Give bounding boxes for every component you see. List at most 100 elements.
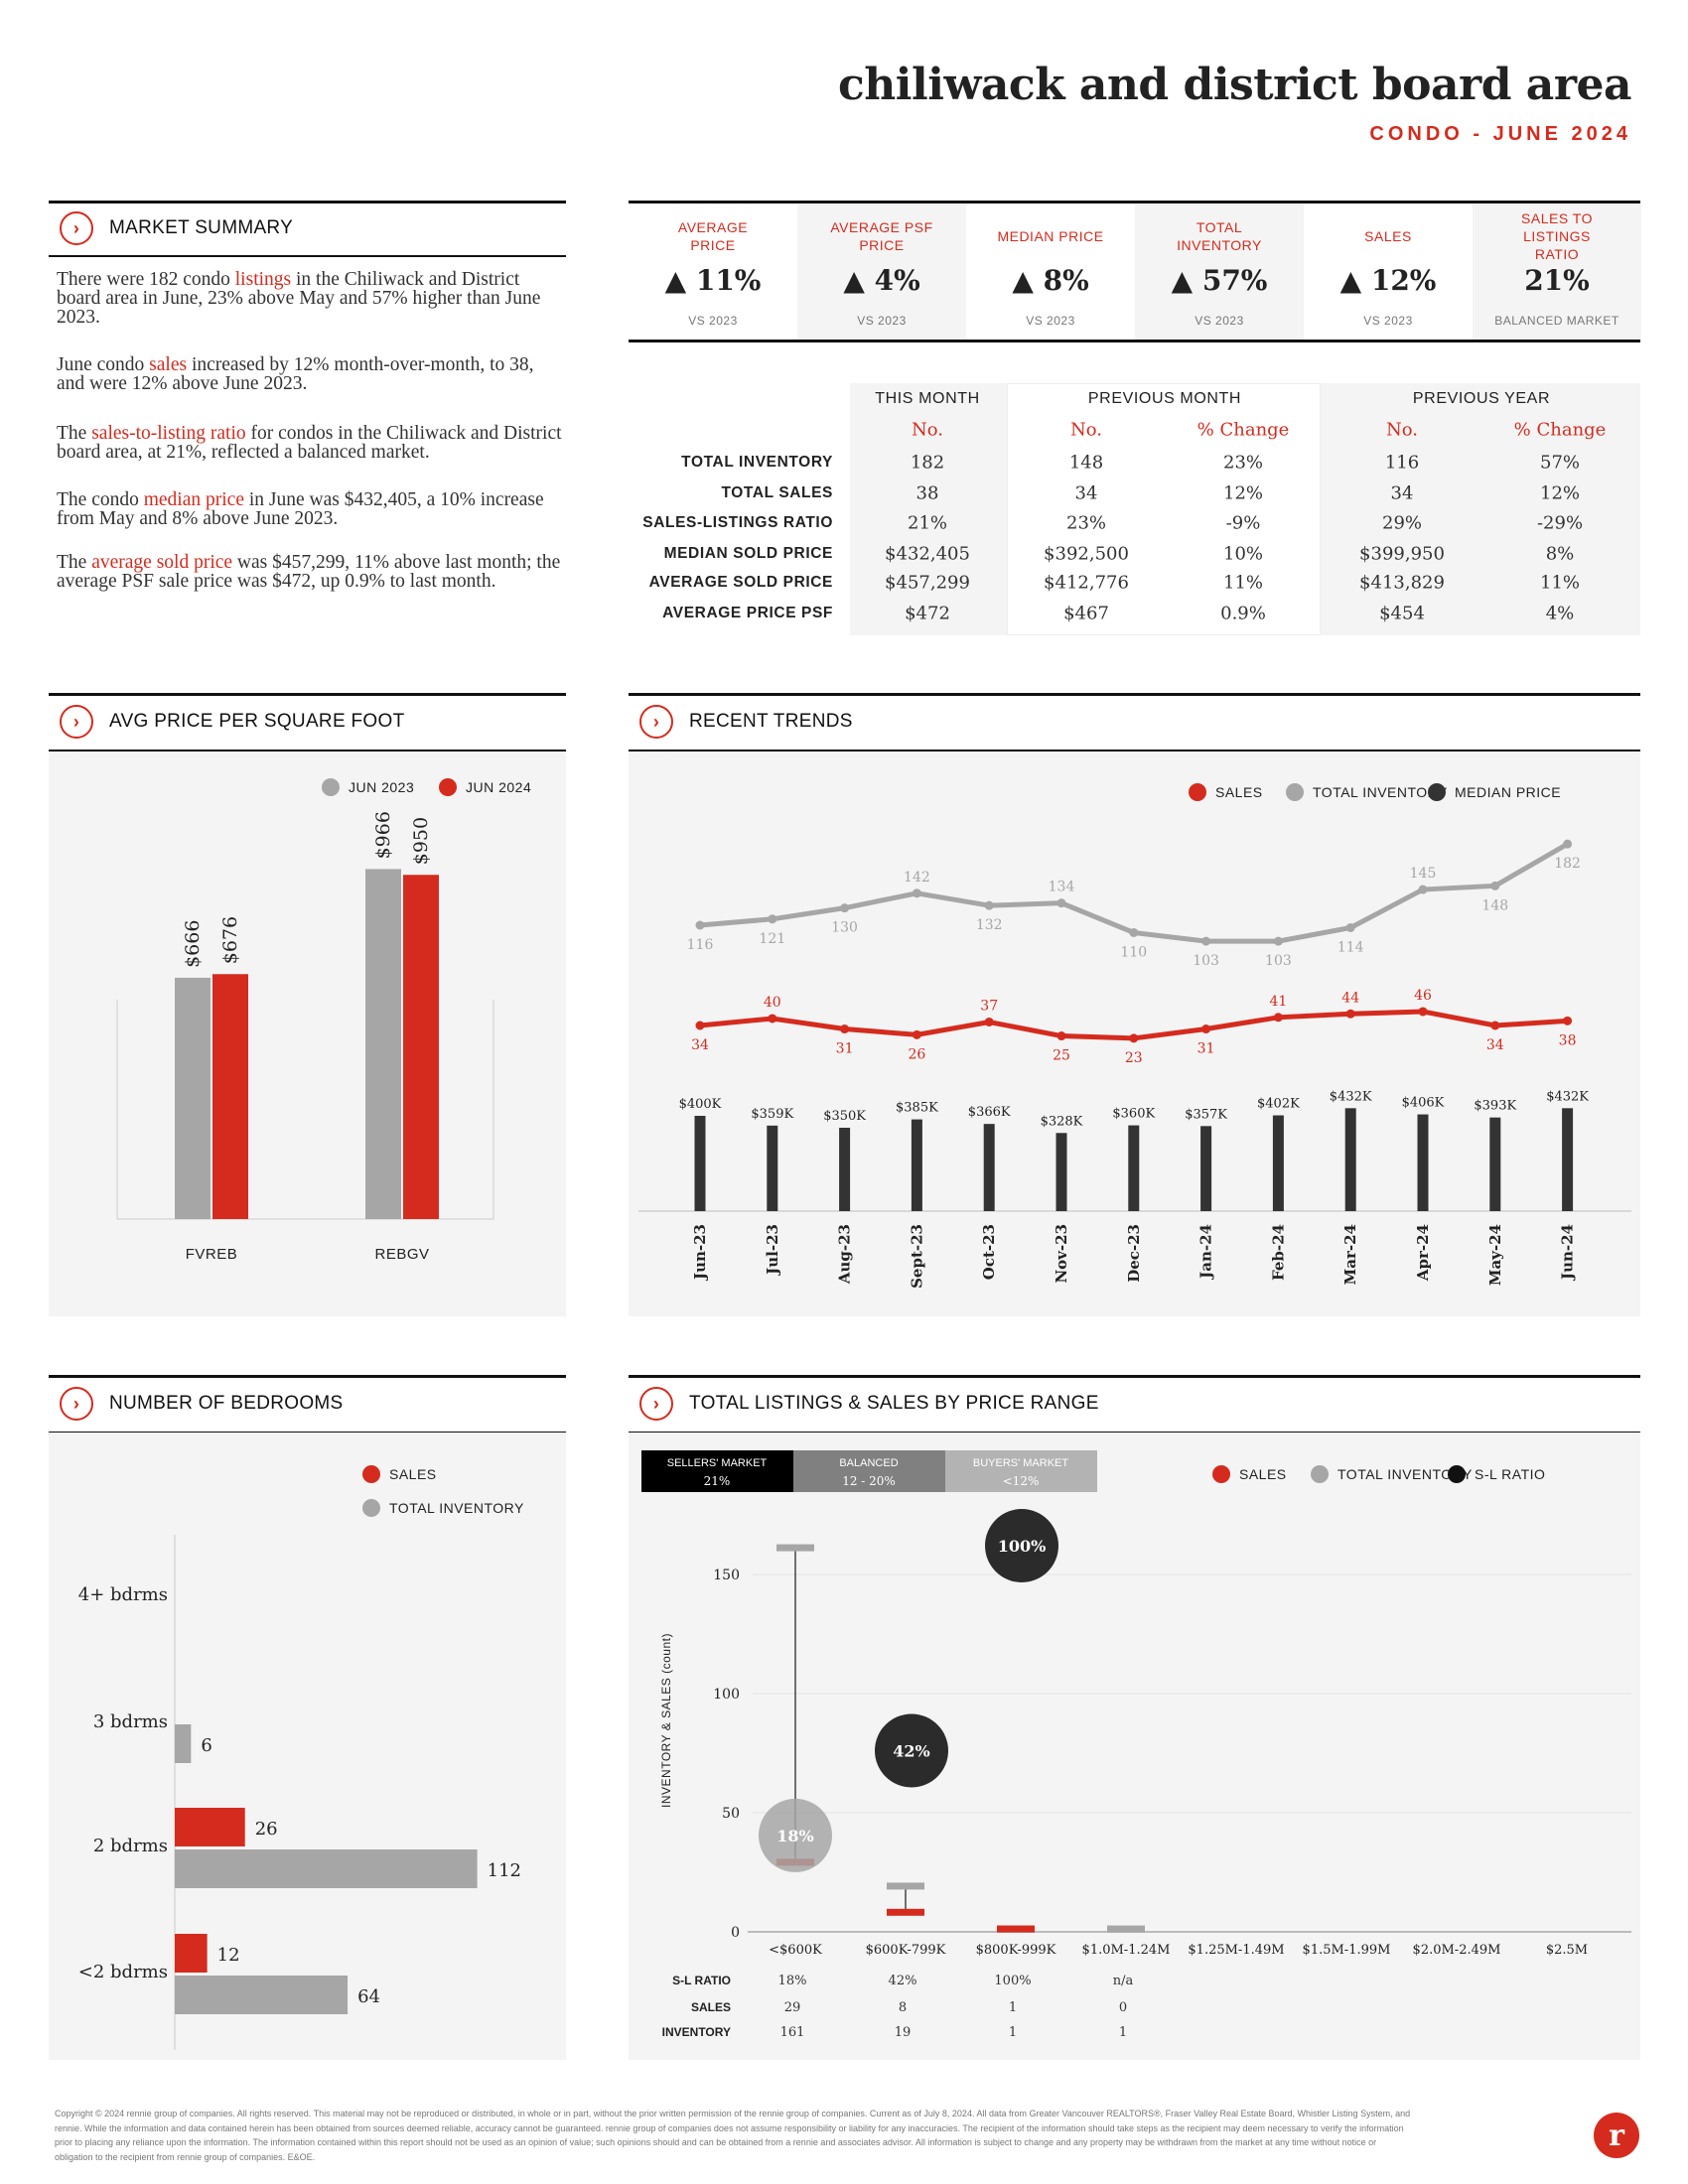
market-band-range: <12%: [1003, 1474, 1040, 1488]
median-price-bar: [839, 1128, 851, 1211]
highlight-term: listings: [234, 269, 292, 290]
legend-dot-icon: [1286, 783, 1304, 801]
divider: [49, 693, 566, 696]
section-header-trends: › RECENT TRENDS: [639, 705, 853, 739]
bar: [175, 1849, 478, 1888]
column-group-header: PREVIOUS YEAR: [1412, 390, 1551, 407]
table-cell: 21%: [907, 512, 948, 534]
kpi-value: ▲ 12%: [1339, 264, 1437, 297]
data-point: [1418, 885, 1428, 894]
kpi-card: TOTAL INVENTORY ▲ 57% VS 2023: [1135, 205, 1304, 340]
data-label: 132: [976, 917, 1003, 933]
text-segment: The: [57, 552, 92, 573]
logo-letter: r: [1609, 2117, 1624, 2153]
bar-value-label: 6: [201, 1735, 211, 1756]
table-cell: 4%: [1545, 603, 1575, 624]
month-label: Jun-24: [1559, 1224, 1577, 1282]
legend-dot-icon: [1212, 1465, 1230, 1483]
highlight-term: average sold price: [91, 552, 233, 573]
bar-value-label: $966: [372, 811, 394, 859]
data-point: [1563, 1016, 1573, 1025]
table-cell: 23%: [1222, 452, 1264, 474]
table-cell: 1: [1009, 2025, 1017, 2040]
summary-paragraph: June condo sales increased by 12% month-…: [57, 354, 563, 394]
data-label: 116: [687, 937, 714, 953]
bar-value-label: $359K: [751, 1107, 793, 1122]
kpi-label: SALES TO LISTINGS RATIO: [1521, 210, 1593, 262]
table-cell: 38: [915, 482, 939, 504]
text-segment: The: [57, 423, 92, 444]
category-label: 4+ bdrms: [78, 1584, 168, 1605]
divider: [49, 201, 566, 204]
section-header-psf: › AVG PRICE PER SQUARE FOOT: [60, 705, 404, 739]
median-price-bar: [1344, 1108, 1356, 1211]
page-title: chiliwack and district board area: [838, 60, 1631, 110]
median-price-bar: [1562, 1108, 1574, 1211]
legend-dot-icon: [362, 1465, 380, 1483]
data-point: [1345, 922, 1355, 932]
sales-marker: [887, 1908, 924, 1916]
section-title: RECENT TRENDS: [689, 711, 853, 732]
bar-value-label: 26: [255, 1819, 278, 1840]
kpi-label: AVERAGE PSF PRICE: [830, 219, 933, 253]
chevron-right-icon: ›: [60, 1387, 93, 1421]
row-label: SALES: [691, 2000, 731, 2014]
bar-value-label: $328K: [1041, 1114, 1083, 1129]
table-cell: 57%: [1539, 452, 1581, 474]
data-point: [1129, 927, 1139, 937]
table-cell: 116: [1384, 452, 1420, 474]
data-point: [1201, 1024, 1211, 1034]
data-label: 46: [1414, 988, 1432, 1004]
row-label: SALES-LISTINGS RATIO: [642, 514, 833, 531]
data-point: [984, 1017, 994, 1026]
category-label: 2 bdrms: [93, 1836, 168, 1856]
data-label: 41: [1269, 994, 1287, 1010]
psf-chart-panel: JUN 2023 JUN 2024 $666 $676 FVREB $966 $950 REB…: [49, 751, 566, 1316]
table-cell: 18%: [778, 1974, 807, 1988]
data-label: 44: [1341, 990, 1359, 1006]
category-label: <2 bdrms: [78, 1962, 168, 1982]
kpi-subtext: VS 2023: [1026, 314, 1075, 328]
table-cell: 161: [780, 2025, 805, 2040]
highlight-term: sales: [149, 354, 188, 375]
bar-value-label: $350K: [823, 1109, 866, 1124]
kpi-label: MEDIAN PRICE: [997, 228, 1104, 244]
row-label: MEDIAN SOLD PRICE: [663, 545, 833, 562]
legend-dot-icon: [1448, 1465, 1466, 1483]
bar: [175, 977, 211, 1219]
table-cell: 10%: [1222, 543, 1264, 565]
median-price-bar: [1055, 1133, 1067, 1211]
data-label: 23: [1125, 1050, 1143, 1066]
market-band-label: BALANCED: [839, 1457, 898, 1469]
legend-dot-icon: [362, 1499, 380, 1517]
month-label: May-24: [1486, 1224, 1504, 1286]
chevron-right-icon: ›: [60, 211, 93, 245]
section-header-bedrooms: › NUMBER OF BEDROOMS: [60, 1387, 344, 1421]
legend-dot-icon: [1311, 1465, 1329, 1483]
bar-value-label: $666: [182, 920, 204, 968]
data-point: [768, 1014, 777, 1024]
table-cell: $392,500: [1044, 543, 1129, 565]
table-cell: $454: [1379, 603, 1425, 624]
column-subheader: No.: [1070, 419, 1102, 441]
summary-paragraph: The average sold price was $457,299, 11%…: [57, 552, 563, 592]
kpi-subtext: VS 2023: [1363, 314, 1413, 328]
data-label: 130: [831, 920, 858, 936]
text-segment: The condo: [57, 489, 144, 510]
table-cell: 29: [784, 2000, 801, 2015]
data-label: 34: [1486, 1037, 1504, 1053]
highlight-term: sales-to-listing ratio: [91, 423, 246, 444]
column-subheader: % Change: [1513, 419, 1607, 441]
price-range-chart-panel: SELLERS' MARKET 21% BALANCED 12 - 20% BUYERS…: [629, 1433, 1640, 2060]
legend-label: SALES: [389, 1466, 437, 1482]
kpi-value: ▲ 4%: [843, 264, 920, 297]
data-point: [1056, 898, 1066, 908]
table-cell: 34: [1074, 482, 1098, 504]
section-header-price-range: › TOTAL LISTINGS & SALES BY PRICE RANGE: [639, 1387, 1099, 1421]
previous-month-column-bg: [1007, 383, 1321, 635]
median-price-bar: [1128, 1125, 1140, 1211]
category-label: $1.0M-1.24M: [1082, 1943, 1171, 1958]
text-segment: for condos in the Chiliwack and District…: [57, 423, 562, 463]
bar-value-label: 64: [357, 1986, 380, 2007]
table-cell: $412,776: [1044, 572, 1129, 594]
